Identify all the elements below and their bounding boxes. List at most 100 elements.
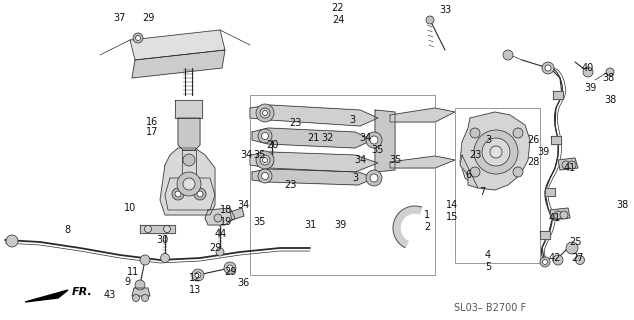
Circle shape xyxy=(133,294,139,301)
Circle shape xyxy=(197,191,203,197)
Circle shape xyxy=(192,269,204,281)
Text: 20: 20 xyxy=(266,140,278,150)
Text: 14: 14 xyxy=(446,200,458,210)
Text: 21: 21 xyxy=(307,133,319,143)
Circle shape xyxy=(513,167,523,177)
Circle shape xyxy=(576,255,585,265)
Circle shape xyxy=(543,260,548,265)
Text: FR.: FR. xyxy=(72,287,93,297)
Text: 28: 28 xyxy=(527,157,539,167)
Text: 39: 39 xyxy=(584,83,596,93)
Text: 23: 23 xyxy=(469,150,481,160)
Circle shape xyxy=(554,211,562,219)
Circle shape xyxy=(540,257,550,267)
Bar xyxy=(250,95,435,275)
Text: 8: 8 xyxy=(64,225,70,235)
Text: 38: 38 xyxy=(616,200,628,210)
Text: 37: 37 xyxy=(114,13,126,23)
Circle shape xyxy=(553,255,563,265)
Text: 38: 38 xyxy=(602,73,614,83)
Circle shape xyxy=(164,226,171,233)
Text: 26: 26 xyxy=(527,135,539,145)
Circle shape xyxy=(256,104,274,122)
Text: 35: 35 xyxy=(389,155,401,165)
Circle shape xyxy=(227,265,233,271)
Polygon shape xyxy=(205,208,235,225)
Text: 27: 27 xyxy=(572,253,585,263)
Circle shape xyxy=(366,132,382,148)
Text: 41: 41 xyxy=(564,163,576,173)
Circle shape xyxy=(562,161,570,169)
Text: 17: 17 xyxy=(146,127,158,137)
Text: 18: 18 xyxy=(220,205,232,215)
Text: 39: 39 xyxy=(537,147,549,157)
Circle shape xyxy=(566,242,578,254)
Circle shape xyxy=(260,155,270,165)
Text: 29: 29 xyxy=(142,13,154,23)
Circle shape xyxy=(261,172,269,180)
Circle shape xyxy=(583,67,593,77)
Circle shape xyxy=(160,253,169,262)
Text: 11: 11 xyxy=(127,267,139,277)
Text: 35: 35 xyxy=(254,150,266,160)
Circle shape xyxy=(513,128,523,138)
Circle shape xyxy=(258,129,272,143)
Bar xyxy=(455,108,540,263)
Circle shape xyxy=(426,16,434,24)
Text: 29: 29 xyxy=(209,243,221,253)
Text: 34: 34 xyxy=(359,133,371,143)
Text: 6: 6 xyxy=(465,170,471,180)
Circle shape xyxy=(256,151,274,169)
Polygon shape xyxy=(132,288,150,296)
Circle shape xyxy=(262,157,268,163)
Circle shape xyxy=(545,65,551,71)
Circle shape xyxy=(141,294,148,301)
Text: 25: 25 xyxy=(569,237,581,247)
Polygon shape xyxy=(230,208,244,220)
Circle shape xyxy=(194,188,206,200)
Text: 33: 33 xyxy=(439,5,451,15)
Text: 43: 43 xyxy=(104,290,116,300)
Text: 32: 32 xyxy=(321,133,333,143)
Text: 19: 19 xyxy=(220,217,232,227)
Polygon shape xyxy=(130,30,225,60)
Circle shape xyxy=(136,36,141,41)
Circle shape xyxy=(175,191,181,197)
Circle shape xyxy=(214,214,222,222)
Text: 13: 13 xyxy=(189,285,201,295)
Circle shape xyxy=(490,146,502,158)
Polygon shape xyxy=(175,100,202,118)
Polygon shape xyxy=(165,178,215,210)
Circle shape xyxy=(195,272,201,278)
Circle shape xyxy=(216,248,224,256)
Circle shape xyxy=(470,167,480,177)
Polygon shape xyxy=(540,231,550,239)
Polygon shape xyxy=(550,208,570,220)
Text: 44: 44 xyxy=(215,229,227,239)
Circle shape xyxy=(474,130,518,174)
Text: 31: 31 xyxy=(304,220,316,230)
Text: 34: 34 xyxy=(354,155,366,165)
Text: 10: 10 xyxy=(124,203,136,213)
Polygon shape xyxy=(140,225,175,233)
Text: 35: 35 xyxy=(254,217,266,227)
Circle shape xyxy=(140,255,150,265)
Text: 3: 3 xyxy=(349,115,355,125)
Polygon shape xyxy=(393,206,422,248)
Text: 23: 23 xyxy=(289,118,301,128)
Polygon shape xyxy=(460,112,530,190)
Circle shape xyxy=(568,161,576,169)
Polygon shape xyxy=(460,155,478,188)
Text: 30: 30 xyxy=(156,235,168,245)
Circle shape xyxy=(606,68,614,76)
Circle shape xyxy=(542,62,554,74)
Polygon shape xyxy=(390,156,455,168)
Polygon shape xyxy=(160,148,215,215)
Text: 3: 3 xyxy=(485,135,491,145)
Text: 42: 42 xyxy=(549,253,561,263)
Text: 1: 1 xyxy=(424,210,430,220)
Circle shape xyxy=(261,132,269,140)
Text: 29: 29 xyxy=(224,267,236,277)
Circle shape xyxy=(183,154,195,166)
Circle shape xyxy=(258,169,272,183)
